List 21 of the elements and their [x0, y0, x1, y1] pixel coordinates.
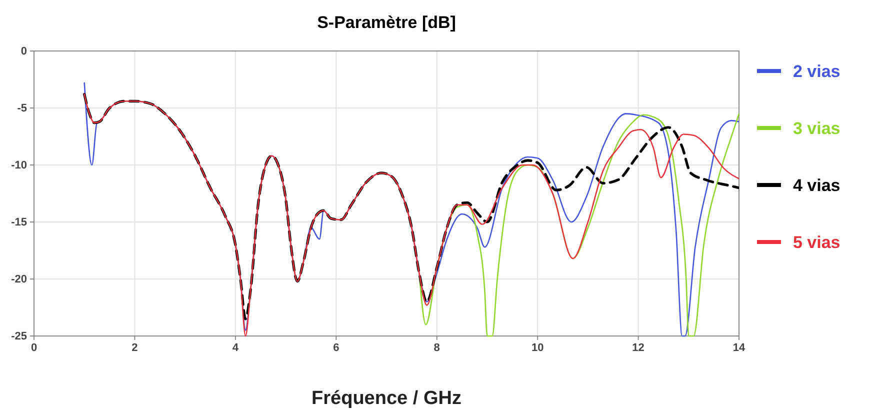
x-tick-label: 10 [531, 342, 544, 354]
legend-label: 2 vias [793, 62, 840, 81]
legend-label: 4 vias [793, 176, 840, 195]
y-tick-label: 0 [20, 46, 27, 58]
y-tick-label: -25 [11, 330, 27, 343]
x-tick-label: 4 [232, 342, 240, 354]
legend-label: 3 vias [793, 119, 840, 138]
legend-label: 5 vias [793, 233, 840, 252]
x-tick-label: 0 [30, 342, 38, 354]
chart-title: S-Paramètre [dB] [317, 13, 456, 32]
y-tick-label: -5 [17, 102, 27, 115]
x-tick-label: 2 [132, 342, 138, 354]
x-tick-label: 12 [632, 342, 644, 354]
line-series [418, 113, 739, 337]
y-tick-label: -10 [11, 160, 27, 172]
y-tick-label: -15 [11, 216, 27, 229]
y-tick-label: -20 [11, 274, 27, 286]
x-axis-title: Fréquence / GHz [312, 388, 462, 409]
x-tick-label: 14 [732, 342, 746, 354]
x-tick-label: 6 [333, 342, 340, 354]
x-tick-label: 8 [434, 342, 440, 354]
